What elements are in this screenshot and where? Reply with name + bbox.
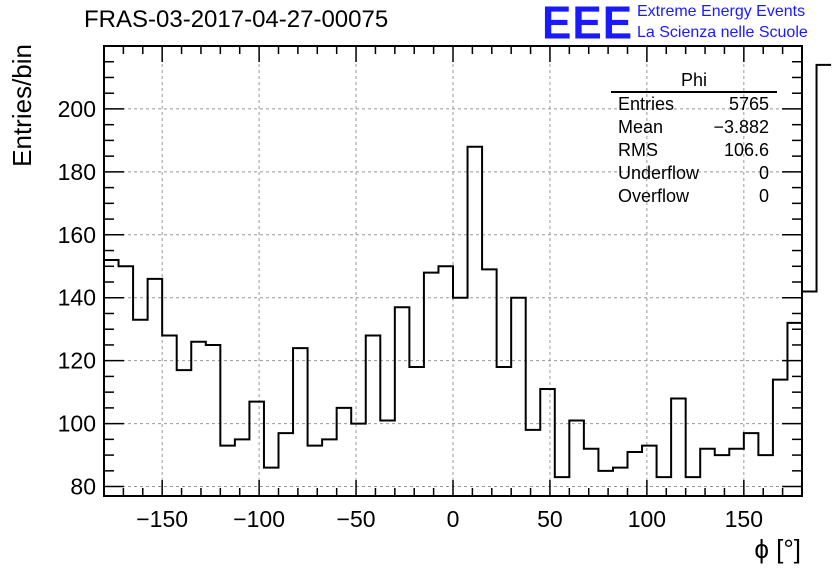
histogram-bin	[409, 367, 424, 496]
histogram-bin	[162, 336, 177, 496]
histogram-line	[104, 63, 832, 479]
stats-value: 0	[758, 186, 769, 206]
histogram-bin	[264, 468, 279, 496]
y-tick-label: 80	[70, 474, 96, 500]
stats-label: Underflow	[618, 163, 700, 183]
stats-value: −3.882	[713, 117, 769, 137]
stats-box-title: Phi	[611, 70, 777, 93]
histogram-bin	[279, 433, 294, 496]
histogram-bin	[802, 291, 817, 496]
histogram-bin	[729, 449, 744, 496]
y-tick-label: 100	[58, 411, 96, 437]
y-tick-label: 180	[58, 159, 96, 185]
stats-row-mean: Mean −3.882	[611, 116, 777, 139]
histogram-bin	[177, 370, 192, 496]
histogram-bin	[220, 446, 235, 496]
histogram-bin	[366, 336, 381, 496]
x-tick-label: −50	[337, 506, 376, 532]
stats-row-rms: RMS 106.6	[611, 139, 777, 162]
stats-row-underflow: Underflow 0	[611, 162, 777, 185]
y-axis-label: Entries/bin	[7, 44, 37, 167]
stats-label: Overflow	[618, 186, 690, 206]
histogram-bin	[206, 345, 221, 496]
stats-row-overflow: Overflow 0	[611, 185, 777, 208]
histogram-bin	[119, 266, 134, 496]
histogram-bin	[351, 424, 366, 496]
histogram-bin	[235, 439, 250, 496]
stats-value: 5765	[728, 94, 769, 114]
x-tick-label: 100	[628, 506, 666, 532]
histogram-bin	[249, 402, 264, 496]
histogram-bin	[671, 398, 686, 496]
histogram-bin	[497, 367, 512, 496]
histogram-bin	[715, 455, 730, 496]
histogram-bin	[700, 449, 715, 496]
x-tick-label: 50	[537, 506, 563, 532]
x-tick-label: 150	[725, 506, 763, 532]
histogram-bin	[453, 298, 468, 496]
x-tick-label: −100	[233, 506, 285, 532]
histogram-bin	[526, 430, 541, 496]
stats-label: Mean	[618, 117, 664, 137]
stats-label: Entries	[618, 94, 675, 114]
x-axis-label: ϕ [°]	[754, 534, 801, 564]
histogram-bin	[584, 449, 599, 496]
histogram-bin	[511, 298, 526, 496]
histogram-bin	[657, 477, 672, 496]
histogram-bin	[817, 65, 832, 496]
histogram-bin	[337, 408, 352, 496]
histogram-bin	[191, 342, 206, 496]
x-tick-label: −150	[136, 506, 188, 532]
stats-box: Phi Entries 5765 Mean −3.882 RMS 106.6 U…	[611, 70, 777, 208]
histogram-bin	[569, 420, 584, 496]
histogram-bin	[613, 468, 628, 496]
histogram-bin	[686, 477, 701, 496]
y-tick-label: 200	[58, 96, 96, 122]
stats-value: 106.6	[723, 140, 769, 160]
histogram-bin	[148, 279, 163, 496]
histogram-bin	[482, 269, 497, 496]
stats-row-entries: Entries 5765	[611, 93, 777, 116]
logo-subtitle-line1: Extreme Energy Events	[637, 3, 806, 20]
histogram-bin	[293, 348, 308, 496]
histogram-bin	[744, 433, 759, 496]
x-tick-label: 0	[447, 506, 460, 532]
histogram-bin	[322, 439, 337, 496]
histogram-bin	[133, 320, 148, 496]
eee-logo: EEE	[542, 0, 634, 50]
histogram-bin	[773, 380, 788, 496]
histogram-bin	[468, 147, 483, 496]
histogram-bin	[104, 260, 119, 496]
histogram-bin	[540, 389, 555, 496]
histogram-bin	[308, 446, 323, 496]
stats-value: 0	[758, 163, 769, 183]
y-tick-label: 160	[58, 222, 96, 248]
stats-label: RMS	[618, 140, 658, 160]
histogram-bin	[380, 420, 395, 496]
histogram-bin	[438, 266, 453, 496]
histogram-bin	[758, 455, 773, 496]
histogram-bin	[628, 452, 643, 496]
logo-subtitle-line2: La Scienza nelle Scuole	[637, 24, 808, 41]
histogram-bin	[787, 323, 802, 496]
chart-title: FRAS-03-2017-04-27-00075	[84, 6, 389, 33]
histogram-bin	[395, 307, 410, 496]
histogram-bin	[555, 477, 570, 496]
histogram-bin	[424, 273, 439, 496]
histogram-bin	[598, 471, 613, 496]
histogram-bin	[642, 446, 657, 496]
y-tick-label: 140	[58, 285, 96, 311]
y-tick-label: 120	[58, 348, 96, 374]
